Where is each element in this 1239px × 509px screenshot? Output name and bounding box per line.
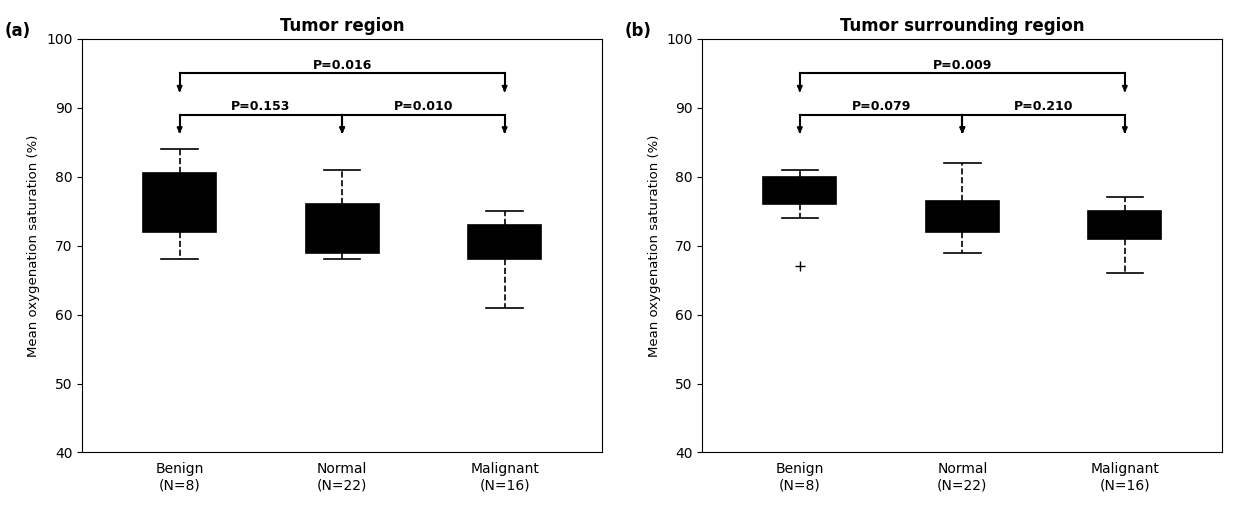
Text: (a): (a) [4,22,30,40]
Y-axis label: Mean oxygenation saturation (%): Mean oxygenation saturation (%) [648,134,660,357]
Text: P=0.010: P=0.010 [394,100,453,114]
Text: P=0.153: P=0.153 [232,100,291,114]
PathPatch shape [468,225,541,260]
PathPatch shape [142,174,216,232]
Text: (b): (b) [624,22,652,40]
Title: Tumor surrounding region: Tumor surrounding region [840,17,1084,35]
Text: P=0.009: P=0.009 [933,59,992,72]
PathPatch shape [763,177,836,205]
Text: P=0.016: P=0.016 [312,59,372,72]
Title: Tumor region: Tumor region [280,17,404,35]
PathPatch shape [926,201,999,232]
PathPatch shape [306,205,379,252]
Text: P=0.210: P=0.210 [1014,100,1073,114]
Text: P=0.079: P=0.079 [851,100,911,114]
PathPatch shape [1088,211,1161,239]
Y-axis label: Mean oxygenation saturation (%): Mean oxygenation saturation (%) [27,134,41,357]
